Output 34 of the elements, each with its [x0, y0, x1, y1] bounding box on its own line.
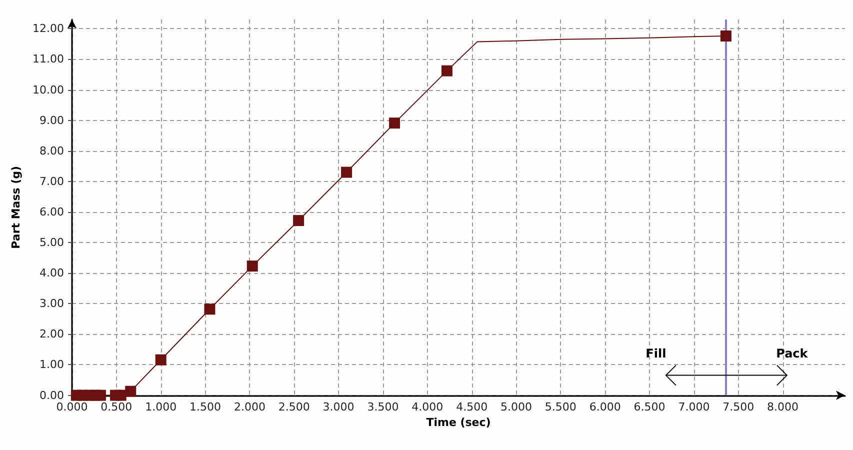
- x-tick-label: 4.000: [412, 400, 444, 414]
- x-tick-label: 6.000: [589, 400, 621, 414]
- x-tick-label: 2.000: [234, 400, 266, 414]
- annotation: Fill: [646, 346, 666, 360]
- y-tick-label: 5.00: [40, 236, 64, 250]
- x-tick-label: 8.000: [767, 400, 799, 414]
- y-tick-label: 9.00: [40, 114, 64, 127]
- x-tick-label: 5.500: [544, 400, 576, 414]
- y-tick-label: 6.00: [40, 205, 64, 218]
- x-axis-title: Time (sec): [426, 416, 491, 430]
- y-tick-label: 3.00: [40, 297, 64, 310]
- y-tick-label: 1.00: [40, 358, 64, 372]
- x-tick-label: 3.500: [367, 400, 399, 414]
- x-tick-label: 0.500: [100, 400, 132, 414]
- y-tick-label: 7.00: [40, 174, 64, 188]
- x-tick-label: 0.000: [56, 400, 88, 414]
- x-tick-label: 1.500: [190, 400, 222, 414]
- x-tick-label: 5.000: [500, 400, 532, 414]
- x-tick-label: 2.500: [278, 400, 310, 414]
- annotation: Pack: [776, 346, 809, 360]
- x-tick-label: 1.000: [145, 400, 177, 414]
- y-tick-label: 11.00: [32, 52, 64, 66]
- y-tick-label: 2.00: [40, 328, 64, 341]
- x-tick-label: 7.000: [678, 400, 710, 414]
- y-tick-label: 8.00: [40, 144, 64, 158]
- y-tick-label: 0.00: [40, 388, 64, 402]
- x-tick-label: 7.500: [722, 400, 754, 414]
- y-tick-label: 12.00: [32, 22, 64, 36]
- x-tick-label: 6.500: [634, 400, 666, 414]
- y-tick-label: 4.00: [40, 266, 64, 280]
- x-tick-label: 3.000: [322, 400, 354, 414]
- x-tick-label: 4.500: [456, 400, 488, 414]
- y-tick-label: 10.00: [32, 83, 64, 96]
- y-axis-title: Part Mass (g): [10, 166, 23, 249]
